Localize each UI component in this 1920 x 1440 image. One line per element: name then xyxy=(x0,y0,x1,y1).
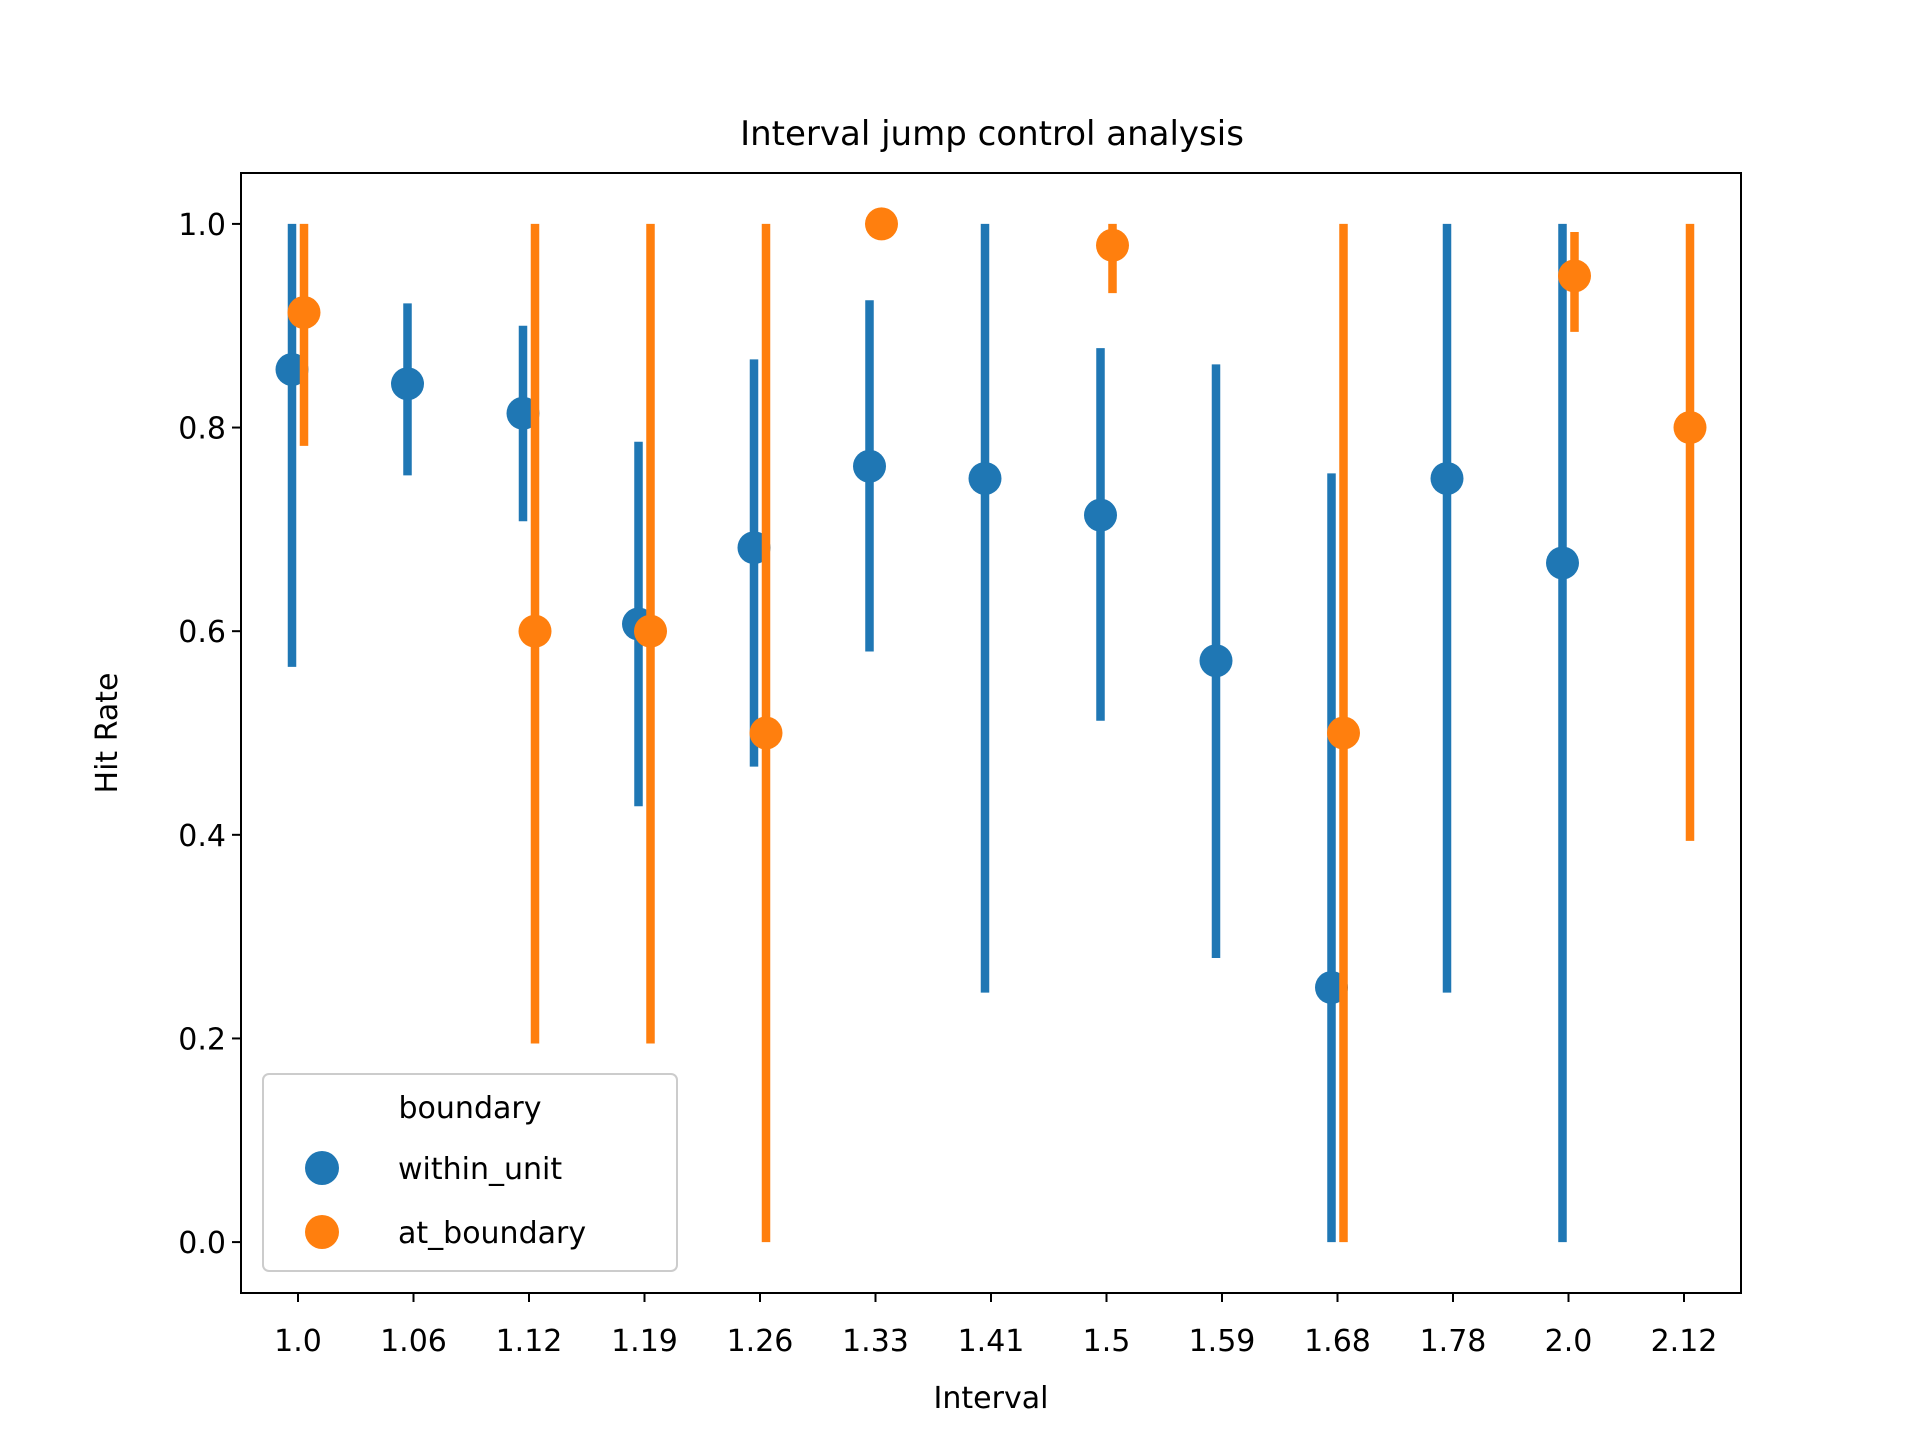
point-at-boundary xyxy=(1096,228,1129,262)
chart-title: Interval jump control analysis xyxy=(740,114,1244,154)
point-at-boundary xyxy=(865,207,898,241)
legend-title: boundary xyxy=(399,1091,542,1126)
x-tick-label: 1.33 xyxy=(842,1324,909,1359)
point-within-unit xyxy=(1546,546,1579,580)
legend: boundary within_unit at_boundary xyxy=(262,1073,678,1272)
x-tick-label: 2.0 xyxy=(1545,1324,1593,1359)
point-within-unit xyxy=(968,461,1002,495)
x-tick-label: 1.59 xyxy=(1189,1324,1256,1359)
legend-box xyxy=(262,1073,678,1272)
y-tick-label: 0.6 xyxy=(178,615,226,650)
point-within-unit xyxy=(1199,644,1233,678)
point-at-boundary xyxy=(287,295,321,329)
y-tick-label: 0.4 xyxy=(178,819,226,854)
x-tick-label: 1.06 xyxy=(380,1324,447,1359)
y-tick-label: 1.0 xyxy=(178,208,226,243)
point-at-boundary xyxy=(1558,259,1591,293)
x-tick-label: 1.0 xyxy=(274,1324,322,1359)
y-axis: 0.0 0.2 0.4 0.6 0.8 1.0 xyxy=(178,208,241,1261)
x-tick-label: 1.19 xyxy=(611,1324,678,1359)
point-within-unit xyxy=(391,367,424,401)
point-within-unit xyxy=(1430,461,1464,495)
x-tick-label: 1.68 xyxy=(1304,1324,1371,1359)
point-at-boundary xyxy=(518,614,552,648)
legend-label-within-unit: within_unit xyxy=(398,1152,562,1187)
x-tick-label: 1.41 xyxy=(958,1324,1025,1359)
y-tick-label: 0.2 xyxy=(178,1022,226,1057)
point-within-unit xyxy=(853,449,886,483)
plot-marks xyxy=(275,207,1707,1243)
x-tick-label: 1.78 xyxy=(1420,1324,1487,1359)
plot-frame xyxy=(240,172,1742,1294)
point-at-boundary xyxy=(634,614,667,648)
y-tick-label: 0.8 xyxy=(178,412,226,447)
x-tick-label: 1.26 xyxy=(727,1324,794,1359)
y-tick-label: 0.0 xyxy=(178,1226,226,1261)
point-within-unit xyxy=(1084,498,1117,532)
point-at-boundary xyxy=(1327,716,1360,750)
point-at-boundary xyxy=(749,716,783,750)
legend-marker-within-unit xyxy=(305,1151,339,1185)
legend-label-at-boundary: at_boundary xyxy=(398,1216,586,1251)
legend-marker-at-boundary xyxy=(305,1215,339,1249)
x-axis: 1.0 1.06 1.12 1.19 1.26 1.33 1.41 1.5 1.59 1.68 1.… xyxy=(274,1293,1717,1359)
x-tick-label: 1.12 xyxy=(496,1324,563,1359)
x-tick-label: 2.12 xyxy=(1651,1324,1718,1359)
point-at-boundary xyxy=(1673,411,1707,445)
y-axis-label: Hit Rate xyxy=(90,673,125,794)
x-axis-label: Interval xyxy=(934,1381,1049,1416)
x-tick-label: 1.5 xyxy=(1083,1324,1131,1359)
